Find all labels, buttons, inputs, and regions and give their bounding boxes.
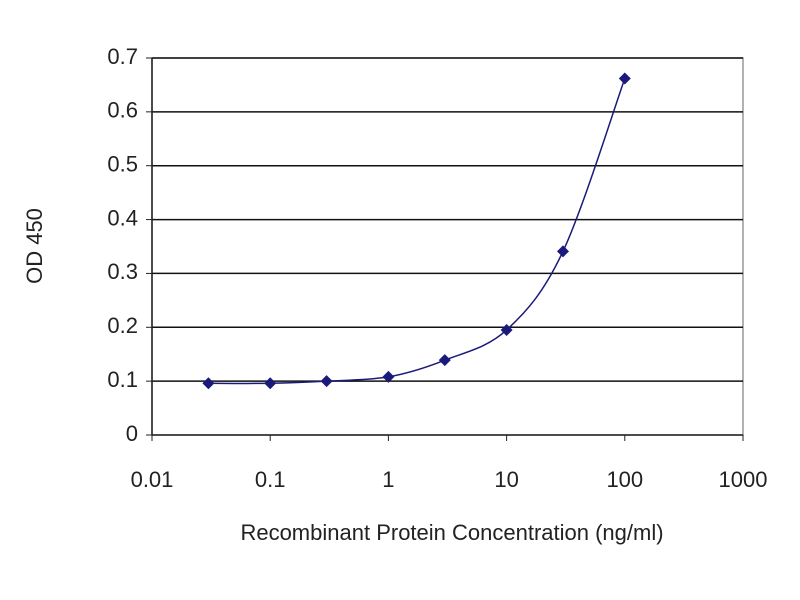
y-tick-label: 0.6 [107,98,138,123]
x-axis-label: Recombinant Protein Concentration (ng/ml… [240,520,663,545]
y-tick-label: 0.3 [107,259,138,284]
y-tick-label: 0.7 [107,44,138,69]
data-point [382,370,395,383]
plot-area [151,57,744,436]
x-tick-label: 1000 [719,467,768,492]
data-point [202,377,215,390]
y-tick-label: 0 [126,421,138,446]
y-tick-label: 0.2 [107,313,138,338]
data-point [556,245,569,258]
y-tick-label: 0.4 [107,205,138,230]
x-tick-label: 10 [494,467,518,492]
data-point [500,323,513,336]
x-tick-label: 100 [606,467,643,492]
data-point [618,72,631,85]
data-point [264,377,277,390]
y-axis-label: OD 450 [22,208,47,284]
x-tick-label: 1 [382,467,394,492]
x-tick-label: 0.01 [131,467,174,492]
x-tick-label: 0.1 [255,467,286,492]
y-tick-label: 0.1 [107,367,138,392]
data-point [320,375,333,388]
data-point [438,354,451,367]
y-tick-label: 0.5 [107,152,138,177]
